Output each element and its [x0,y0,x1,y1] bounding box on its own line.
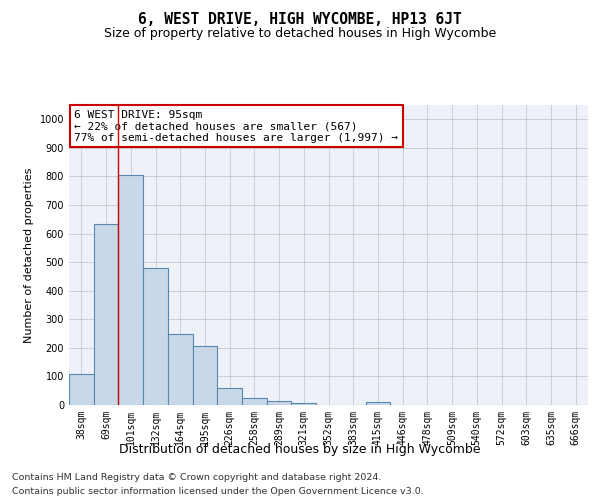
Y-axis label: Number of detached properties: Number of detached properties [24,168,34,342]
Text: 6 WEST DRIVE: 95sqm
← 22% of detached houses are smaller (567)
77% of semi-detac: 6 WEST DRIVE: 95sqm ← 22% of detached ho… [74,110,398,142]
Text: Size of property relative to detached houses in High Wycombe: Size of property relative to detached ho… [104,28,496,40]
Text: Contains HM Land Registry data © Crown copyright and database right 2024.: Contains HM Land Registry data © Crown c… [12,472,382,482]
Bar [168,334,193,405]
Bar [69,374,94,405]
Bar [118,175,143,405]
Bar [193,346,217,405]
Text: 6, WEST DRIVE, HIGH WYCOMBE, HP13 6JT: 6, WEST DRIVE, HIGH WYCOMBE, HP13 6JT [138,12,462,28]
Bar [292,402,316,405]
Text: Contains public sector information licensed under the Open Government Licence v3: Contains public sector information licen… [12,488,424,496]
Bar [267,400,292,405]
Bar [94,224,118,405]
Bar [143,268,168,405]
Text: Distribution of detached houses by size in High Wycombe: Distribution of detached houses by size … [119,442,481,456]
Bar [365,402,390,405]
Bar [242,398,267,405]
Bar [217,388,242,405]
